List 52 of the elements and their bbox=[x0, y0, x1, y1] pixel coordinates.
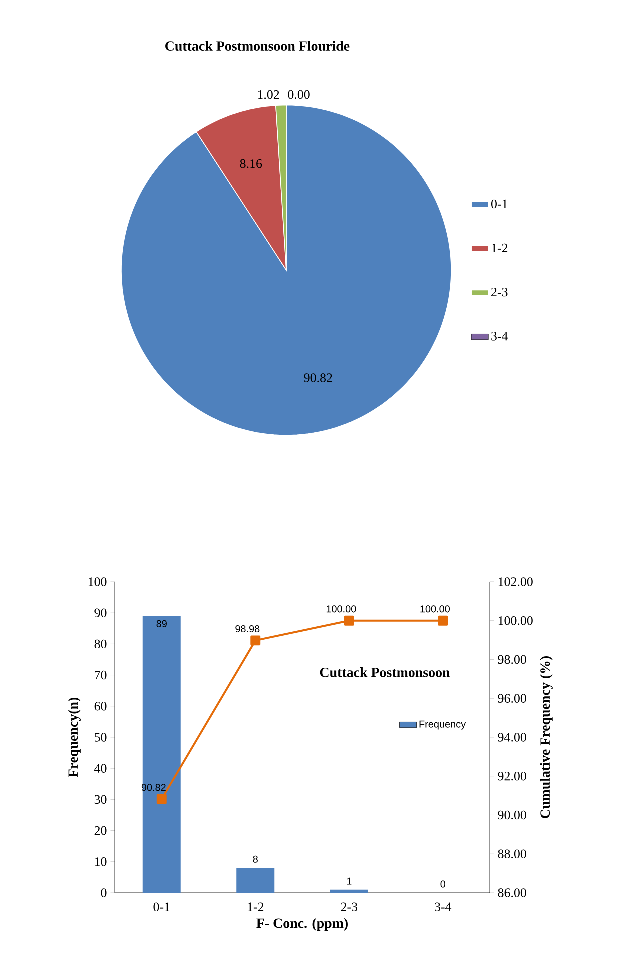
data-label: 1.02 bbox=[258, 90, 280, 100]
x-tick-label: 1-2 bbox=[248, 902, 264, 912]
y-tick-label: 50 bbox=[95, 733, 107, 742]
y2-tick-label: 102.00 bbox=[498, 578, 533, 586]
legend-label: Frequency bbox=[420, 720, 466, 730]
data-label: 8 bbox=[253, 856, 258, 863]
bar bbox=[330, 890, 368, 893]
y-tick-label: 20 bbox=[94, 826, 107, 836]
point bbox=[438, 616, 448, 626]
y2-tick-label: 90.00 bbox=[498, 810, 526, 820]
y-axis-title: Frequency(n) bbox=[68, 698, 81, 778]
chart-title: Cuttack Postmonsoon Flouride bbox=[166, 41, 350, 52]
legend-label: 1-2 bbox=[492, 244, 508, 252]
bar bbox=[142, 616, 181, 893]
legend-label: 3-4 bbox=[492, 332, 508, 341]
legend-label: 2-3 bbox=[492, 288, 508, 297]
point bbox=[250, 636, 261, 646]
x-tick-label: 3-4 bbox=[435, 902, 452, 912]
data-label: 1 bbox=[347, 878, 352, 885]
y2-tick-label: 88.00 bbox=[498, 850, 526, 859]
data-label: 90.82 bbox=[304, 374, 332, 382]
y-tick-label: 0 bbox=[101, 888, 107, 898]
x-tick-label: 0-1 bbox=[154, 902, 170, 912]
y-tick-label: 80 bbox=[94, 640, 107, 649]
data-label: 89 bbox=[156, 620, 167, 628]
y2-tick-label: 92.00 bbox=[498, 772, 526, 781]
data-label: 100.00 bbox=[420, 606, 450, 613]
y2-tick-label: 94.00 bbox=[498, 733, 526, 742]
text: Cuttack Postmonsoon bbox=[320, 667, 450, 678]
legend-label: 0-1 bbox=[491, 200, 508, 209]
y2-tick-label: 96.00 bbox=[498, 694, 526, 704]
y2-tick-label: 86.00 bbox=[498, 888, 526, 898]
y-tick-label: 70 bbox=[95, 670, 107, 680]
y-tick-label: 90 bbox=[94, 608, 107, 618]
data-label: 98.98 bbox=[236, 625, 260, 633]
bar bbox=[236, 868, 275, 893]
x-tick-label: 2-3 bbox=[341, 902, 358, 912]
y-tick-label: 100 bbox=[88, 578, 107, 586]
text: 0.00 bbox=[288, 90, 310, 100]
data-label: 0 bbox=[440, 880, 446, 888]
y2-tick-label: 100.00 bbox=[498, 616, 533, 626]
x-axis-title: F- Conc. (ppm) bbox=[256, 918, 348, 931]
y-tick-label: 40 bbox=[94, 764, 107, 773]
y2-tick-label: 98.00 bbox=[498, 655, 526, 664]
point bbox=[344, 616, 354, 626]
data-label: 100.00 bbox=[326, 606, 356, 613]
y-tick-label: 60 bbox=[94, 702, 107, 711]
data-label: 8.16 bbox=[240, 159, 262, 168]
point bbox=[156, 794, 167, 804]
y-tick-label: 10 bbox=[95, 858, 107, 866]
y-tick-label: 30 bbox=[94, 795, 107, 804]
y2-axis-title: Cumulative Frequency (%) bbox=[540, 656, 553, 818]
